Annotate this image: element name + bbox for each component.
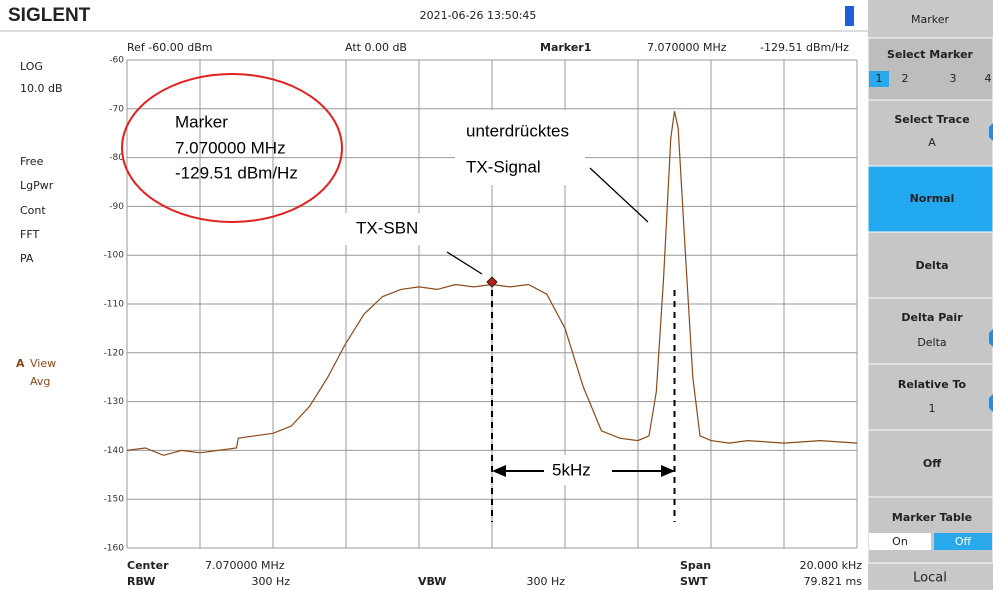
y-tick-label: -70 — [109, 104, 124, 114]
label-bg — [455, 110, 585, 185]
mode: LgPwr — [20, 179, 54, 192]
menu-label: Normal — [910, 192, 955, 205]
y-tick-label: -150 — [104, 495, 125, 505]
mode: Cont — [20, 204, 46, 217]
annotation: 7.070000 MHz — [175, 138, 286, 157]
menu-label: Select Trace — [894, 113, 969, 126]
trace-mode: Avg — [30, 375, 50, 388]
menu-item[interactable] — [867, 99, 993, 167]
bottom-value: 7.070000 MHz — [205, 559, 285, 572]
annotation: TX-Signal — [466, 157, 541, 176]
marker-freq: 7.070000 MHz — [647, 41, 727, 54]
menu-value: A — [928, 136, 936, 149]
menu-label: Select Marker — [887, 48, 973, 61]
annotation: Marker — [175, 112, 228, 131]
menu-option[interactable]: Off — [955, 535, 972, 548]
menu-item[interactable] — [867, 363, 993, 431]
mode: Free — [20, 155, 44, 168]
mode: PA — [20, 252, 34, 265]
menu-option[interactable]: 2 — [902, 72, 909, 85]
annotation: unterdrücktes — [466, 121, 569, 140]
menu-label: Off — [923, 457, 941, 470]
screen-bg — [0, 0, 868, 590]
menu-option[interactable]: 3 — [950, 72, 957, 85]
annotation: 5kHz — [552, 460, 591, 479]
y-tick-label: -100 — [104, 251, 125, 261]
bottom-label: SWT — [680, 575, 708, 588]
y-tick-label: -130 — [104, 397, 125, 407]
plot: -60 -70 -80 -90 -100 -110 -120 -130 -140 -150 -160 — [104, 56, 858, 554]
bottom-label: Center — [127, 559, 169, 572]
trace-letter: A — [16, 357, 25, 370]
trace — [126, 111, 858, 456]
annotations: Marker 7.070000 MHz -129.51 dBm/Hz unter… — [121, 73, 675, 485]
menu-local[interactable]: Local — [913, 571, 947, 586]
option-selected — [934, 533, 992, 550]
pointer — [446, 251, 483, 275]
menu-value: Delta — [917, 336, 946, 349]
y-tick-label: -60 — [109, 56, 124, 66]
attenuation: Att 0.00 dB — [345, 41, 407, 54]
option — [869, 533, 931, 550]
menu-item[interactable] — [867, 297, 993, 365]
bottom-value: 20.000 kHz — [800, 559, 863, 572]
marker-value: -129.51 dBm/Hz — [760, 41, 849, 54]
menu-value: 1 — [929, 402, 936, 415]
marker-point — [486, 276, 498, 288]
marker-ellipse — [121, 73, 343, 223]
bottom-label: Span — [680, 559, 711, 572]
label-bg — [345, 213, 445, 245]
menu-label: Delta — [915, 259, 948, 272]
soft-menu: Marker Select Marker 1 2 3 4 Select Trac… — [867, 0, 993, 590]
menu-label: Delta Pair — [901, 311, 963, 324]
y-tick-label: -140 — [104, 446, 125, 456]
menu-option[interactable]: 4 — [985, 72, 992, 85]
menu-item[interactable] — [867, 496, 993, 564]
scale-div: 10.0 dB — [20, 82, 63, 95]
pointer — [589, 167, 649, 223]
ref-level: Ref -60.00 dBm — [127, 41, 213, 54]
menu-item[interactable] — [867, 37, 993, 101]
menu-item-active[interactable] — [867, 165, 993, 233]
battery-icon — [845, 6, 854, 26]
y-tick-label: -160 — [104, 544, 125, 554]
y-tick-label: -110 — [104, 300, 125, 310]
menu-title: Marker — [911, 13, 949, 26]
arrow-head — [661, 465, 675, 477]
datetime: 2021-06-26 13:50:45 — [420, 9, 537, 22]
menu-option[interactable]: On — [892, 535, 908, 548]
scale-type: LOG — [20, 60, 43, 73]
marker-name: Marker1 — [540, 41, 591, 54]
annotation: TX-SBN — [356, 218, 418, 237]
menu-option[interactable]: 1 — [876, 72, 883, 85]
y-tick-label: -90 — [109, 202, 124, 212]
submenu-arrow — [989, 394, 993, 412]
arrow-head — [492, 465, 506, 477]
mode: FFT — [20, 228, 39, 241]
submenu-arrow — [989, 123, 993, 141]
y-tick-label: -80 — [109, 153, 124, 163]
brand: SIGLENT — [8, 5, 91, 26]
option-selected — [869, 71, 889, 87]
bottom-label: VBW — [418, 575, 446, 588]
submenu-arrow — [989, 329, 993, 347]
bottom-value: 79.821 ms — [804, 575, 863, 588]
menu-item[interactable] — [867, 231, 993, 299]
trace-mode: View — [30, 357, 56, 370]
y-tick-label: -120 — [104, 348, 125, 358]
bottom-label: RBW — [127, 575, 155, 588]
bottom-value: 300 Hz — [526, 575, 565, 588]
menu-label: Relative To — [898, 378, 967, 391]
label-bg — [545, 455, 611, 485]
menu-item[interactable] — [867, 429, 993, 498]
bottom-value: 300 Hz — [251, 575, 290, 588]
annotation: -129.51 dBm/Hz — [175, 163, 298, 182]
menu-label: Marker Table — [892, 511, 972, 524]
